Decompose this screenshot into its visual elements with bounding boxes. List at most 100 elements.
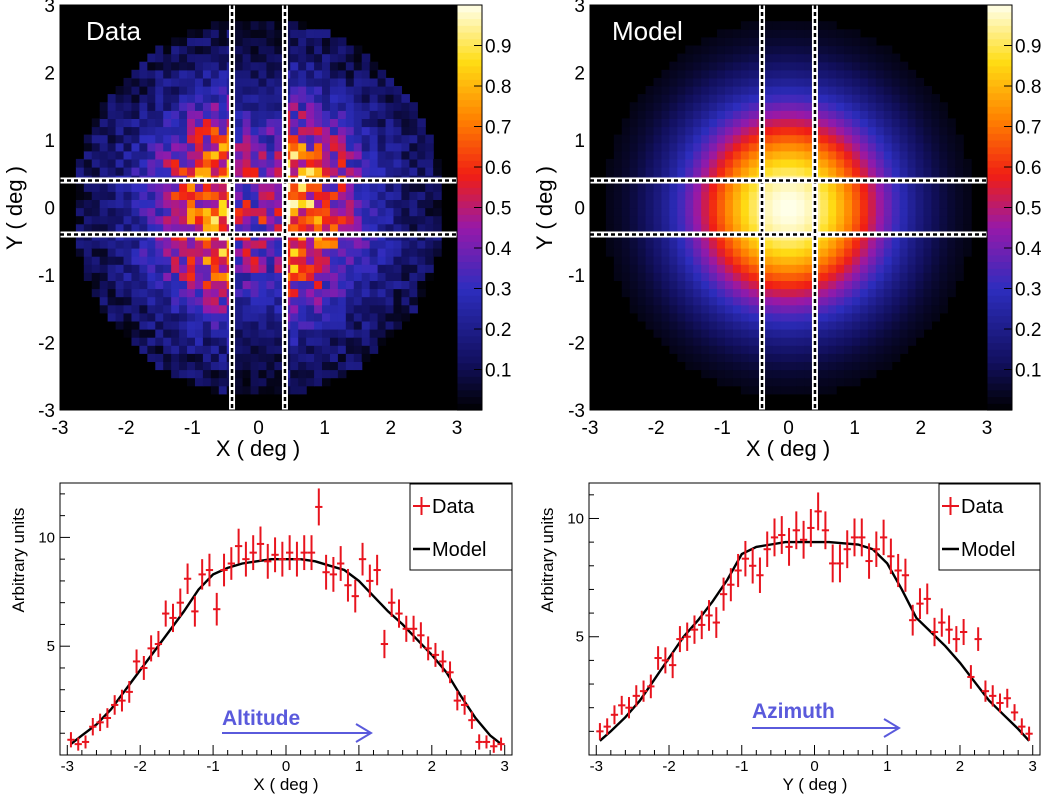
heatmap-cell <box>290 126 299 136</box>
heatmap-cell <box>685 142 694 152</box>
heatmap-cell <box>907 142 917 152</box>
heatmap-cell <box>677 134 686 144</box>
heatmap-cell <box>796 45 805 55</box>
heatmap-cell <box>693 361 702 371</box>
heatmap-cell <box>187 369 196 379</box>
heatmap-cell <box>187 142 196 152</box>
heatmap-cell <box>202 53 212 63</box>
heatmap-cell <box>709 320 718 330</box>
heatmap-cell <box>653 320 663 330</box>
heatmap-cell <box>314 369 323 379</box>
heatmap-cell <box>274 296 283 306</box>
heatmap-cell <box>361 118 371 128</box>
heatmap-cell <box>931 142 940 152</box>
heatmap-cell <box>385 142 395 152</box>
heatmap-cell <box>258 150 268 160</box>
heatmap-cell <box>322 110 331 119</box>
heatmap-cell <box>210 199 220 209</box>
heatmap-cell <box>353 272 363 281</box>
heatmap-cell <box>907 150 917 160</box>
heatmap-cell <box>298 86 307 95</box>
heatmap-cell <box>947 118 956 128</box>
heatmap-cell <box>274 385 283 395</box>
heatmap-cell <box>844 329 853 338</box>
colorbar-swatch <box>457 146 482 155</box>
heatmap-cell <box>234 77 244 87</box>
heatmap-cell <box>385 248 395 257</box>
heatmap-cell <box>314 158 323 168</box>
heatmap-cell <box>852 102 861 111</box>
heatmap-cell <box>83 264 93 273</box>
heatmap-cell <box>677 312 686 322</box>
heatmap-cell <box>780 248 790 257</box>
heatmap-cell <box>131 110 140 119</box>
heatmap-cell <box>115 167 125 176</box>
heatmap-cell <box>963 223 972 233</box>
heatmap-cell <box>852 77 861 87</box>
heatmap-cell <box>844 272 853 281</box>
heatmap-cell <box>298 110 307 119</box>
heatmap-cell <box>748 102 758 111</box>
heatmap-cell <box>329 329 339 338</box>
heatmap-cell <box>329 312 339 322</box>
heatmap-cell <box>915 272 925 281</box>
heatmap-cell <box>377 223 387 233</box>
heatmap-cell <box>337 86 347 95</box>
heatmap-cell <box>748 223 758 233</box>
heatmap-cell <box>163 329 172 338</box>
heatmap-cell <box>401 215 410 225</box>
colorbar-swatch <box>457 11 482 20</box>
colorbar-swatch <box>457 207 482 215</box>
heatmap-cell <box>891 158 901 168</box>
heatmap-cell <box>322 215 331 225</box>
heatmap-cell <box>677 345 686 354</box>
heatmap-cell <box>385 304 395 314</box>
model-heatmap-x-ticks: -3 -2 -1 0 1 2 3 <box>582 400 992 439</box>
heatmap-cell <box>329 191 339 200</box>
heatmap-cell <box>171 86 180 95</box>
altitude-x-ticks: -3 -2 -1 0 1 2 3 <box>61 745 509 775</box>
heatmap-cell <box>923 158 933 168</box>
heatmap-cell <box>314 272 323 281</box>
heatmap-cell <box>218 361 228 371</box>
heatmap-cell <box>780 45 790 55</box>
heatmap-cell <box>796 142 805 152</box>
heatmap-cell <box>875 288 885 298</box>
heatmap-cell <box>693 280 702 290</box>
heatmap-cell <box>250 280 260 290</box>
heatmap-cell <box>290 320 299 330</box>
heatmap-cell <box>772 21 782 30</box>
heatmap-cell <box>258 102 268 111</box>
heatmap-cell <box>844 86 853 95</box>
heatmap-cell <box>955 256 964 265</box>
heatmap-cell <box>867 223 877 233</box>
heatmap-cell <box>329 150 339 160</box>
heatmap-cell <box>780 29 790 38</box>
heatmap-cell <box>883 345 893 354</box>
heatmap-cell <box>123 77 133 87</box>
heatmap-cell <box>740 329 750 338</box>
heatmap-cell <box>931 280 940 290</box>
heatmap-cell <box>669 191 678 200</box>
heatmap-cell <box>645 110 655 119</box>
heatmap-cell <box>234 167 244 176</box>
data-point <box>358 542 367 576</box>
colorbar-swatch <box>457 126 482 134</box>
heatmap-cell <box>194 37 204 47</box>
heatmap-cell <box>875 142 885 152</box>
heatmap-cell <box>329 256 339 265</box>
heatmap-cell <box>772 369 782 379</box>
heatmap-cell <box>732 377 742 387</box>
heatmap-cell <box>306 77 315 87</box>
heatmap-cell <box>377 134 387 144</box>
colorbar-swatch <box>457 173 482 182</box>
heatmap-cell <box>852 280 861 290</box>
data-point <box>74 737 82 751</box>
heatmap-cell <box>724 94 734 103</box>
heatmap-cell <box>314 296 323 306</box>
heatmap-cell <box>179 215 188 225</box>
heatmap-cell <box>796 312 805 322</box>
heatmap-cell <box>385 110 395 119</box>
heatmap-cell <box>274 118 283 128</box>
heatmap-cell <box>732 183 742 192</box>
